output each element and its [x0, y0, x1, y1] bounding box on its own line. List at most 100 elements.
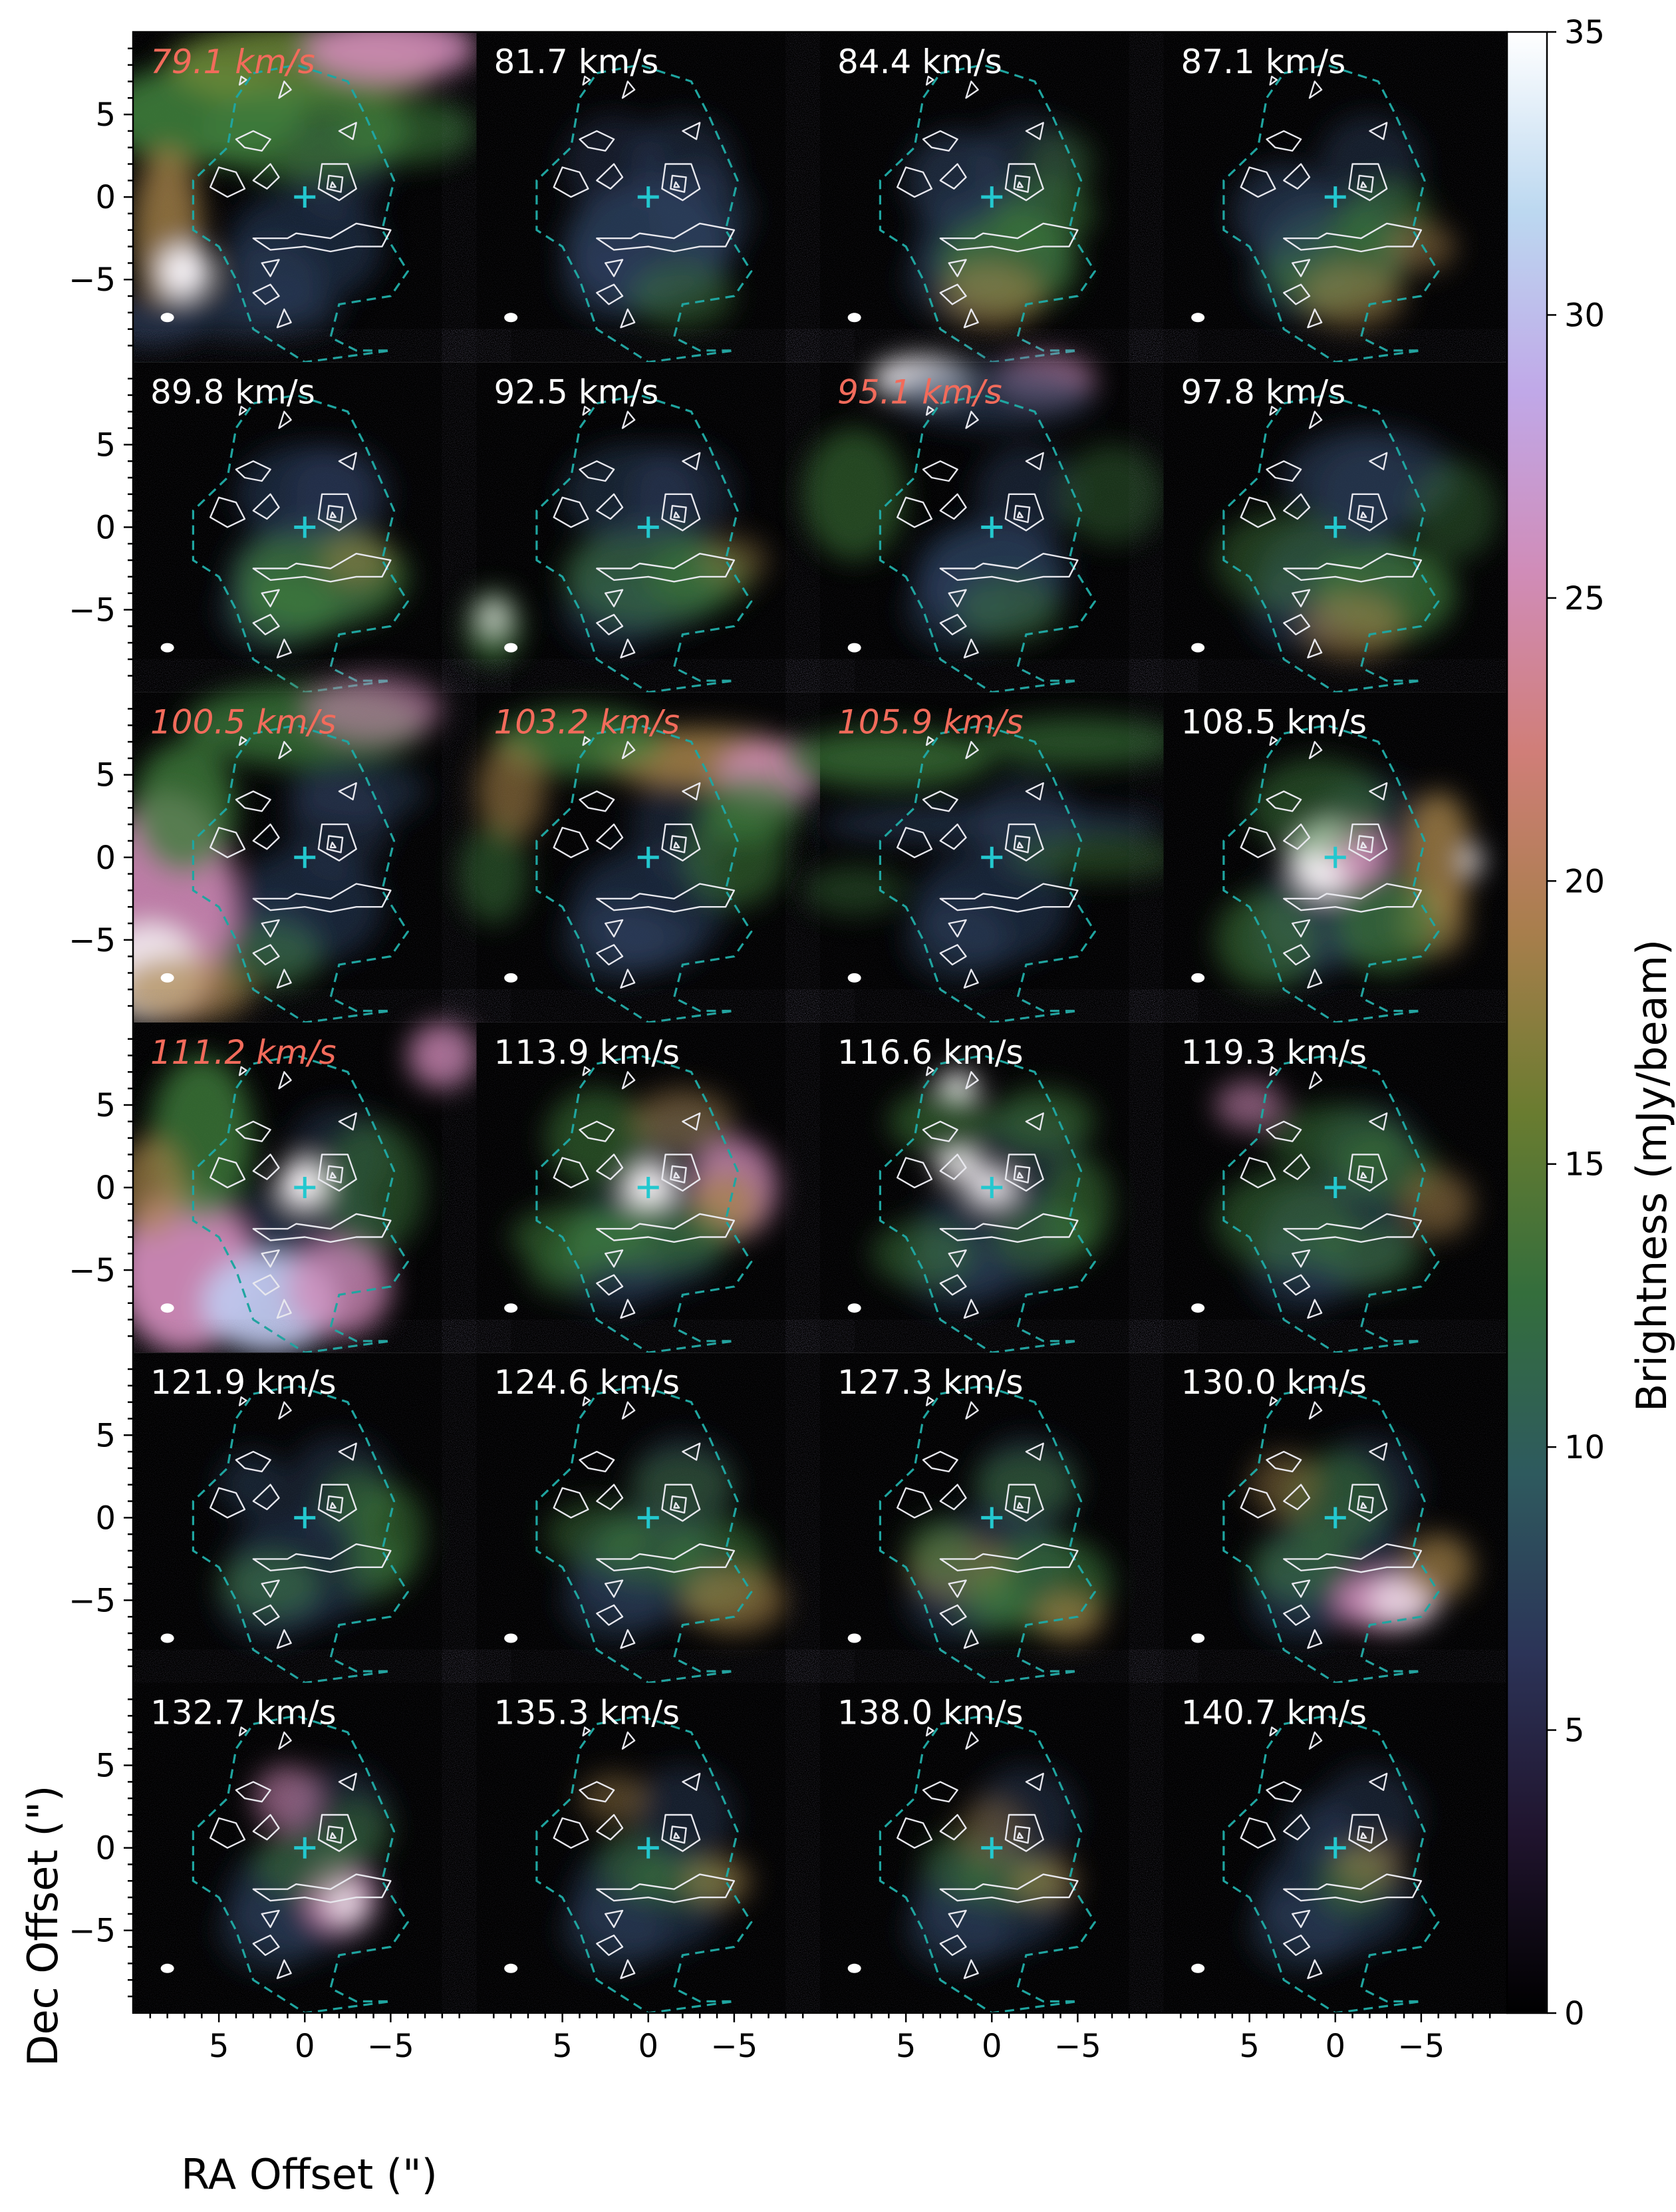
white-contour [1292, 919, 1311, 938]
white-contour [210, 1157, 246, 1189]
white-contour [338, 1772, 357, 1791]
center-cross [294, 1507, 316, 1529]
emission-layer [1214, 428, 1499, 659]
white-contour [670, 1825, 687, 1844]
white-contour [673, 511, 680, 518]
emission-blob [1214, 1080, 1284, 1130]
white-contour [553, 826, 589, 858]
white-contour [235, 130, 271, 152]
beam-ellipse [160, 1633, 174, 1643]
white-contour [252, 1814, 280, 1841]
white-contour [1369, 452, 1388, 470]
white-contour [939, 823, 967, 850]
white-contour [1004, 1154, 1044, 1192]
white-contour [238, 1066, 247, 1076]
emission-blob [1318, 1220, 1421, 1287]
beam-ellipse [160, 313, 174, 323]
white-contour [1307, 1629, 1323, 1649]
white-contour [965, 410, 979, 429]
white-contour [1004, 1814, 1044, 1852]
white-contour [682, 1442, 701, 1461]
emission-blob [287, 758, 426, 825]
white-contour [673, 1832, 680, 1839]
white-contour [1357, 1495, 1374, 1514]
channel-velocity-label: 105.9 km/s [837, 703, 1024, 742]
white-contour [1292, 259, 1311, 277]
emission-blob [889, 362, 1095, 428]
center-cross [1324, 846, 1346, 868]
white-contour [582, 75, 591, 86]
x-tick-label: 5 [896, 2028, 916, 2065]
channel-panel: 130.0 km/s [1163, 1352, 1507, 1684]
white-contour [329, 511, 337, 518]
channel-velocity-label: 103.2 km/s [494, 703, 680, 742]
white-contour [1283, 823, 1311, 850]
white-contour [553, 1817, 589, 1849]
channel-velocity-label: 84.4 km/s [837, 43, 1002, 81]
white-contour [261, 1249, 280, 1268]
emission-blob [202, 81, 408, 181]
colorbar-tick-label: 25 [1564, 580, 1605, 617]
channel-velocity-label: 92.5 km/s [494, 373, 659, 411]
white-contour [922, 130, 958, 152]
dashed-contour [879, 1714, 1097, 2013]
white-contour [620, 969, 636, 989]
white-contour [948, 1909, 967, 1928]
white-contour [963, 1299, 979, 1319]
beam-ellipse [504, 313, 518, 323]
white-contour [1357, 1825, 1374, 1844]
white-contour [939, 944, 967, 966]
white-contour [620, 308, 636, 329]
center-cross [981, 1507, 1003, 1529]
white-contour [1240, 1817, 1276, 1849]
center-cross [1324, 1507, 1346, 1529]
colorbar: 0 5 10 15 20 25 30 35 Brightness (mJy/beam) [1506, 14, 1676, 2032]
colorbar-tick-label: 30 [1564, 297, 1605, 334]
white-contour [939, 1154, 967, 1180]
emission-blob [1249, 1452, 1318, 1518]
white-contour [1240, 826, 1276, 858]
emission-blob [597, 1831, 666, 1898]
white-contour [1283, 493, 1311, 520]
x-tick-label: 0 [638, 2028, 658, 2065]
white-contour [596, 1274, 624, 1296]
white-contour [276, 969, 292, 989]
channel-panel: 87.1 km/s [1163, 32, 1507, 363]
channel-velocity-label: 121.9 km/s [150, 1363, 337, 1402]
emission-blob [957, 1567, 1026, 1634]
white-contour [939, 222, 1079, 253]
white-contour [1283, 944, 1311, 966]
white-contour [1348, 1484, 1388, 1522]
white-contour [897, 1817, 933, 1849]
white-contour [579, 790, 615, 812]
white-contour [596, 1213, 736, 1243]
white-contour [596, 1814, 624, 1841]
emission-blob [579, 1773, 648, 1823]
dashed-contour [879, 1384, 1097, 1684]
white-contour [939, 1543, 1079, 1573]
dashed-contour [1222, 63, 1440, 363]
white-contour [1269, 75, 1278, 86]
x-tick-label: −5 [1397, 2028, 1445, 2065]
channel-velocity-label: 81.7 km/s [494, 43, 659, 81]
white-contour [1283, 613, 1311, 635]
white-contour [579, 1781, 615, 1803]
channel-velocity-label: 119.3 km/s [1181, 1033, 1367, 1072]
white-contour [252, 163, 280, 190]
white-contour [596, 493, 624, 520]
white-contour [925, 75, 934, 86]
white-contour [1308, 1731, 1323, 1750]
white-contour [1283, 1604, 1311, 1626]
colorbar-tick-label: 0 [1564, 1995, 1585, 2032]
channel-velocity-label: 108.5 km/s [1181, 703, 1367, 742]
white-contour [939, 1213, 1079, 1243]
white-contour [238, 406, 247, 416]
white-contour [579, 460, 615, 482]
white-contour [661, 1484, 701, 1522]
white-contour [1016, 1832, 1024, 1839]
beam-ellipse [1191, 1303, 1205, 1313]
white-contour [1283, 1213, 1423, 1243]
channel-panel: 127.3 km/s [820, 1352, 1164, 1684]
white-contour [1360, 1832, 1367, 1839]
emission-blob [682, 1856, 752, 1906]
